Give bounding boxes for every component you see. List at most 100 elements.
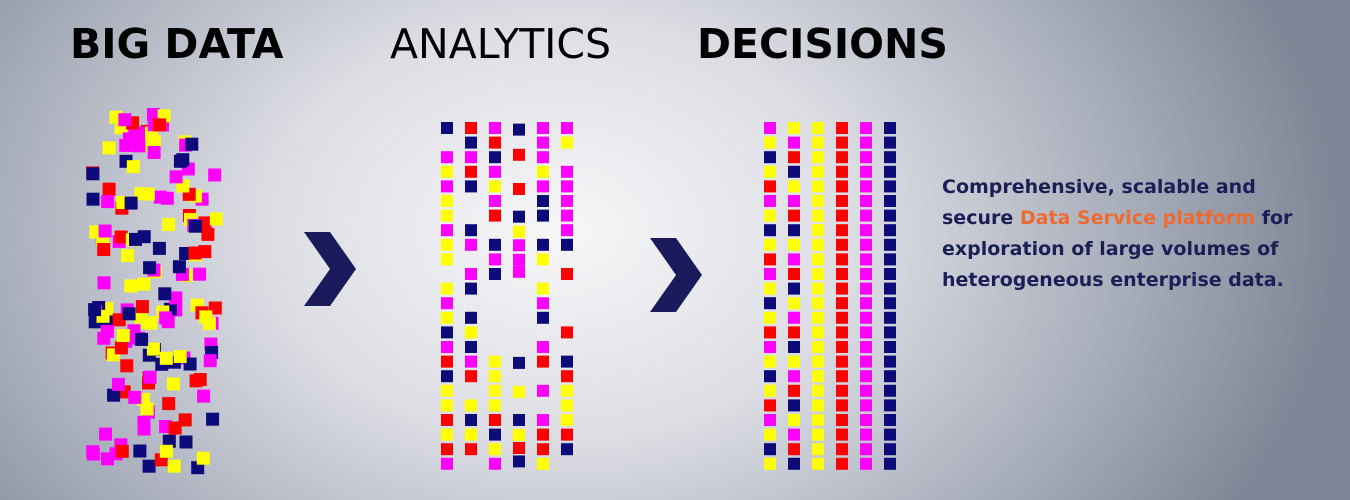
data-block [465,399,477,412]
data-block [134,187,148,201]
data-block [884,428,896,441]
data-block [465,443,477,456]
data-block [764,209,776,222]
data-block [206,412,220,426]
data-block [812,297,824,310]
data-block [173,350,187,363]
data-block [489,165,501,178]
data-block [764,268,776,280]
data-block [537,282,549,295]
data-block [860,370,872,383]
data-block [836,195,848,207]
data-block [489,370,501,383]
data-block [764,165,776,178]
tagline-line-2: secure Data Service platform for [942,203,1342,234]
data-block [788,253,800,266]
tagline-line-3: exploration of large volumes of [942,238,1279,260]
data-block [860,195,872,207]
data-block [884,238,896,251]
data-block [465,428,477,441]
data-block [884,326,896,339]
data-block [764,428,776,441]
data-block [788,151,800,164]
data-block [812,238,824,251]
data-block [441,253,453,266]
data-block [788,311,800,324]
data-block [513,429,525,441]
data-block [168,421,182,435]
data-block [836,457,848,470]
data-block [465,326,477,339]
data-block [884,180,896,193]
data-block [561,165,573,178]
data-block [788,238,800,251]
data-block [152,241,166,255]
data-block [114,230,128,244]
data-block [788,195,800,207]
data-block [884,457,896,470]
data-block [788,399,800,412]
chevron-right-icon [650,238,702,312]
data-block [788,165,800,178]
data-block [812,136,824,149]
data-block [441,355,453,368]
data-block [99,427,112,441]
data-block [561,399,573,412]
data-block [441,311,453,324]
data-block [135,300,149,314]
data-block [513,455,525,468]
data-block [537,457,549,470]
data-block [812,428,824,441]
data-block [561,180,573,193]
data-block [465,341,477,353]
data-block [137,277,151,291]
data-block [860,238,872,251]
tagline: Comprehensive, scalable and secure Data … [942,172,1342,296]
data-block [465,370,477,383]
data-block [537,311,549,324]
data-block [124,196,138,210]
data-block [836,297,848,310]
data-block [98,224,112,238]
data-block [561,428,573,441]
data-block [884,399,896,412]
data-block [178,413,192,427]
data-block [135,332,149,346]
data-block [465,355,477,368]
tagline-for: for [1261,207,1293,229]
data-block [537,443,549,456]
data-block [441,165,453,178]
data-block [513,265,525,278]
data-block [884,151,896,164]
data-block [147,108,160,121]
data-block [788,326,800,339]
data-block [128,390,142,404]
data-block [159,311,173,325]
data-block [537,428,549,441]
data-block [153,118,167,132]
data-block [465,414,477,426]
data-block [836,326,848,339]
data-block [537,414,549,426]
data-block [764,297,776,310]
data-block [812,457,824,470]
data-block [764,355,776,368]
data-block [561,326,573,339]
data-block [169,291,183,305]
data-block [812,195,824,207]
data-block [489,136,501,149]
data-block [884,370,896,383]
data-block [836,224,848,237]
data-block [537,253,549,266]
data-block [441,297,453,310]
data-block [812,384,824,397]
data-block [860,414,872,426]
data-block [884,165,896,178]
data-block [158,287,172,301]
data-block [513,183,525,195]
data-block [788,414,800,426]
data-block [561,355,573,368]
data-block [144,316,158,330]
data-block [208,168,222,182]
data-block [884,253,896,266]
